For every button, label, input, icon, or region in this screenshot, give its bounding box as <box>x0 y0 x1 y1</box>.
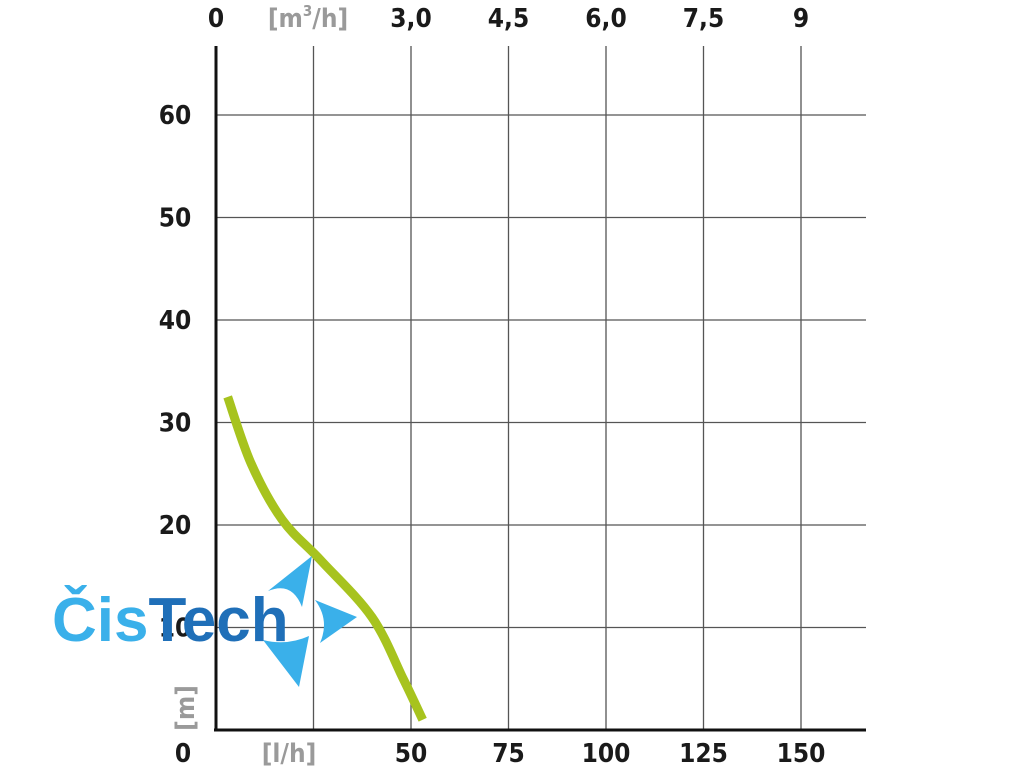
logo-arrow-right <box>315 600 357 643</box>
performance-curve <box>223 395 427 722</box>
y-axis-unit-label: [m] <box>171 685 201 731</box>
x2-unit-superscript: 3 <box>303 2 312 20</box>
x2-tick-label: 7,5 <box>683 4 724 34</box>
x2-tick-label: 3,0 <box>390 4 431 34</box>
x2-origin-label: 0 <box>208 4 224 34</box>
y-tick-label: 10 <box>159 614 192 644</box>
x2-unit-end: /h] <box>312 4 348 34</box>
data-series <box>223 395 427 722</box>
x-tick-label: 75 <box>492 739 525 768</box>
x-tick-label: 50 <box>395 739 428 768</box>
axes <box>214 46 866 732</box>
x-tick-label: 150 <box>777 739 826 768</box>
logo-text-cis: Čis <box>52 586 148 655</box>
y-tick-label: 20 <box>159 511 192 541</box>
tick-labels: 0 0 [l/h] [m3/h] [m] 50 3,0 75 4,5 100 6,0 125… <box>159 2 826 769</box>
cistech-logo: ČisTech <box>52 556 357 687</box>
x-tick-label: 100 <box>582 739 631 768</box>
x2-tick-label: 6,0 <box>585 4 626 34</box>
logo-text: ČisTech <box>52 586 289 655</box>
y-tick-label: 30 <box>159 409 192 439</box>
y-tick-label: 60 <box>159 101 192 131</box>
y-tick-label: 50 <box>159 204 192 234</box>
x2-axis-unit-label: [m3/h] <box>268 2 348 34</box>
x-axis-unit-label: [l/h] <box>262 739 317 768</box>
logo-arrow-top <box>268 556 312 607</box>
x2-tick-label: 4,5 <box>488 4 529 34</box>
logo-text-tech: Tech <box>148 586 288 655</box>
logo-arrow-bottom <box>263 636 309 687</box>
x2-tick-label: 9 <box>793 4 809 34</box>
x2-unit-base: [m <box>268 4 303 34</box>
grid-lines <box>216 46 866 730</box>
y-tick-label: 40 <box>159 306 192 336</box>
x-origin-label: 0 <box>175 739 191 768</box>
x-tick-label: 125 <box>679 739 728 768</box>
